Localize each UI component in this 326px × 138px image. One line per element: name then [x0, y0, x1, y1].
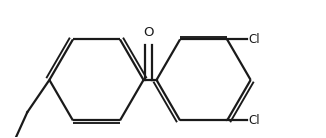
Text: Cl: Cl [248, 33, 260, 46]
Text: Cl: Cl [248, 114, 260, 127]
Text: O: O [143, 26, 154, 39]
